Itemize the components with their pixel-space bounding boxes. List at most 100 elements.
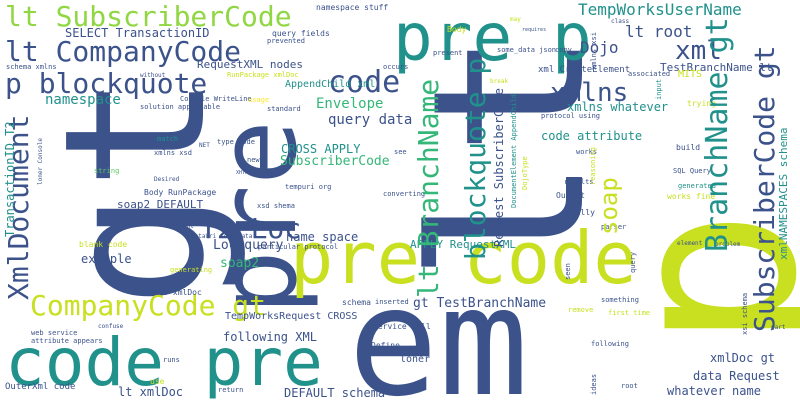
word-document: document	[165, 223, 194, 230]
word-xml: xml	[675, 36, 722, 66]
word-code: code	[328, 65, 401, 100]
word-xmlnamespaces-schema: xmlNAMESPACES schema	[777, 127, 790, 260]
word-lt-subscribercode: lt SubscriberCode	[5, 0, 292, 33]
word-loc-query: Loc query	[213, 238, 284, 253]
word-subscribercode-small: SubscriberCode	[280, 154, 390, 169]
word-dojo: Dojo	[580, 38, 619, 57]
word-body: Body	[447, 25, 467, 34]
word-body-runpackage: Body RunPackage	[144, 188, 217, 197]
word-new: new	[247, 156, 260, 164]
word-xsd-shema: xsd shema	[257, 202, 295, 210]
word-lt-branchname: lt BranchName	[412, 78, 445, 298]
word-match: match	[157, 135, 179, 143]
word-lt-xmldoc: lt xmlDoc	[118, 385, 184, 399]
word-transactionid-t2: TransactionID T2	[3, 121, 17, 237]
word-usage: usage	[248, 96, 270, 104]
word-input: input	[655, 78, 663, 100]
word-companycode-gt: CompanyCode gt	[30, 289, 267, 322]
word-envelope: Envelope	[316, 96, 384, 112]
word-apply-requestxml: APPLY RequestXML	[410, 238, 516, 251]
word-class: class	[611, 18, 630, 25]
word-namespace-stuff: namespace stuff	[316, 3, 389, 12]
word-confuse: confuse	[98, 323, 124, 330]
word-gt-testbranchname: gt TestBranchName	[413, 296, 547, 311]
word-inserted: inserted	[375, 298, 409, 306]
word-remove: remove	[568, 306, 594, 314]
word-branchname-gt: BranchName gt	[700, 17, 735, 252]
word-request-subscribercode: Request SubscriberCode	[492, 88, 506, 247]
word-occurs: occurs	[383, 63, 409, 71]
word-p-blockquote: p blockquote	[5, 67, 208, 100]
word-problem: problem	[715, 241, 741, 248]
word-protocol-using: protocol using	[541, 112, 601, 120]
word-combobox-type: ComboBox type	[171, 210, 218, 217]
word-query-data: query data	[328, 112, 413, 128]
word-attribute-appears: attribute appears	[31, 337, 103, 345]
word-requestxml-nodes: RequestXML nodes	[197, 58, 303, 71]
word-pre-p: pre p	[393, 0, 592, 76]
word-root: root	[621, 382, 638, 390]
word-something: something	[601, 296, 639, 304]
word-may: may	[510, 16, 521, 23]
word-works-fine: works fine	[667, 192, 716, 201]
word-tempuri-org: tempuri org	[285, 183, 332, 191]
word-tempworksusername: TempWorksUserName	[578, 0, 742, 19]
word-code-attribute: code attribute	[541, 129, 643, 143]
word-return: return	[218, 386, 244, 394]
word-datauri-some-data: dataUri some_data	[191, 233, 253, 240]
word-part: part	[771, 324, 786, 331]
word-see: see	[394, 148, 407, 156]
word-particular-protocol: particular protocol	[258, 243, 339, 251]
word-code-pre: code pre	[5, 324, 323, 400]
word-following-xml: following XML	[223, 330, 317, 344]
word-cross-apply: CROSS APPLY	[281, 142, 361, 156]
word-default-schema: DEFAULT schema	[284, 386, 386, 400]
word-subscribercode-gt: SubscriberCode gt	[748, 45, 781, 332]
word-define: Define	[371, 341, 400, 350]
word-copy: copy	[555, 46, 572, 54]
word-dojotype: DojoType	[521, 156, 529, 190]
word-reasoning: reasoning	[589, 147, 597, 185]
word-requires: requires	[522, 27, 547, 33]
word-query-fields: query fields	[272, 29, 330, 38]
word-schema: schema	[342, 298, 371, 307]
word-string: string	[94, 167, 120, 175]
word-runs: runs	[163, 356, 180, 364]
word-xmlns-xsi: xmlns xsi	[590, 32, 598, 70]
word-solution-applicable: solution applicable	[140, 103, 221, 111]
word-soap2: soap2	[220, 256, 260, 271]
word-appendchild-xml: AppendChild xml	[285, 79, 376, 90]
word-soap2-default: soap2 DEFAULT	[117, 198, 204, 211]
word-some-data-json: some_data json	[497, 46, 557, 54]
word-t2-loc: T2 Loc	[200, 212, 302, 245]
word-parser: parser	[601, 223, 627, 231]
word-trying: trying	[687, 99, 716, 108]
word-xsi-schema: xsi schema	[741, 292, 749, 335]
word-loner-console: loner Console	[37, 138, 44, 185]
word-xmlns-xsd: xmlns xsd	[154, 149, 192, 157]
word-em: em	[348, 256, 529, 400]
word-lt-companycode: lt CompanyCode	[5, 35, 242, 68]
word-xhtml: XHTML	[236, 170, 252, 176]
word-data-request: data Request	[693, 369, 780, 383]
word-runpackage-xmldoc: RunPackage xmlDoc	[227, 71, 299, 79]
word-prevented: prevented	[267, 37, 305, 45]
word-break: break	[490, 78, 509, 85]
word-first-time: first time	[608, 309, 651, 317]
word-example: example	[81, 252, 132, 266]
word-present: present	[433, 49, 463, 57]
word-build: build	[676, 143, 701, 152]
word-associated: associated	[628, 70, 671, 78]
word-soap: soap	[595, 177, 623, 235]
word-testbranchname-lt: TestBranchName lt	[660, 61, 773, 74]
word-xml-createelement: xml CreateElement	[538, 65, 631, 75]
word-element: element	[677, 240, 703, 247]
word-works: works	[576, 148, 598, 156]
word-blockquote-p: blockquote p	[459, 57, 492, 260]
word-ideas: ideas	[590, 373, 598, 395]
word-net: NET	[199, 142, 210, 149]
word-output: Output	[556, 191, 585, 200]
word-loner: loner	[400, 354, 431, 365]
word-generating: generating	[170, 266, 213, 274]
word-following: following	[591, 340, 629, 348]
